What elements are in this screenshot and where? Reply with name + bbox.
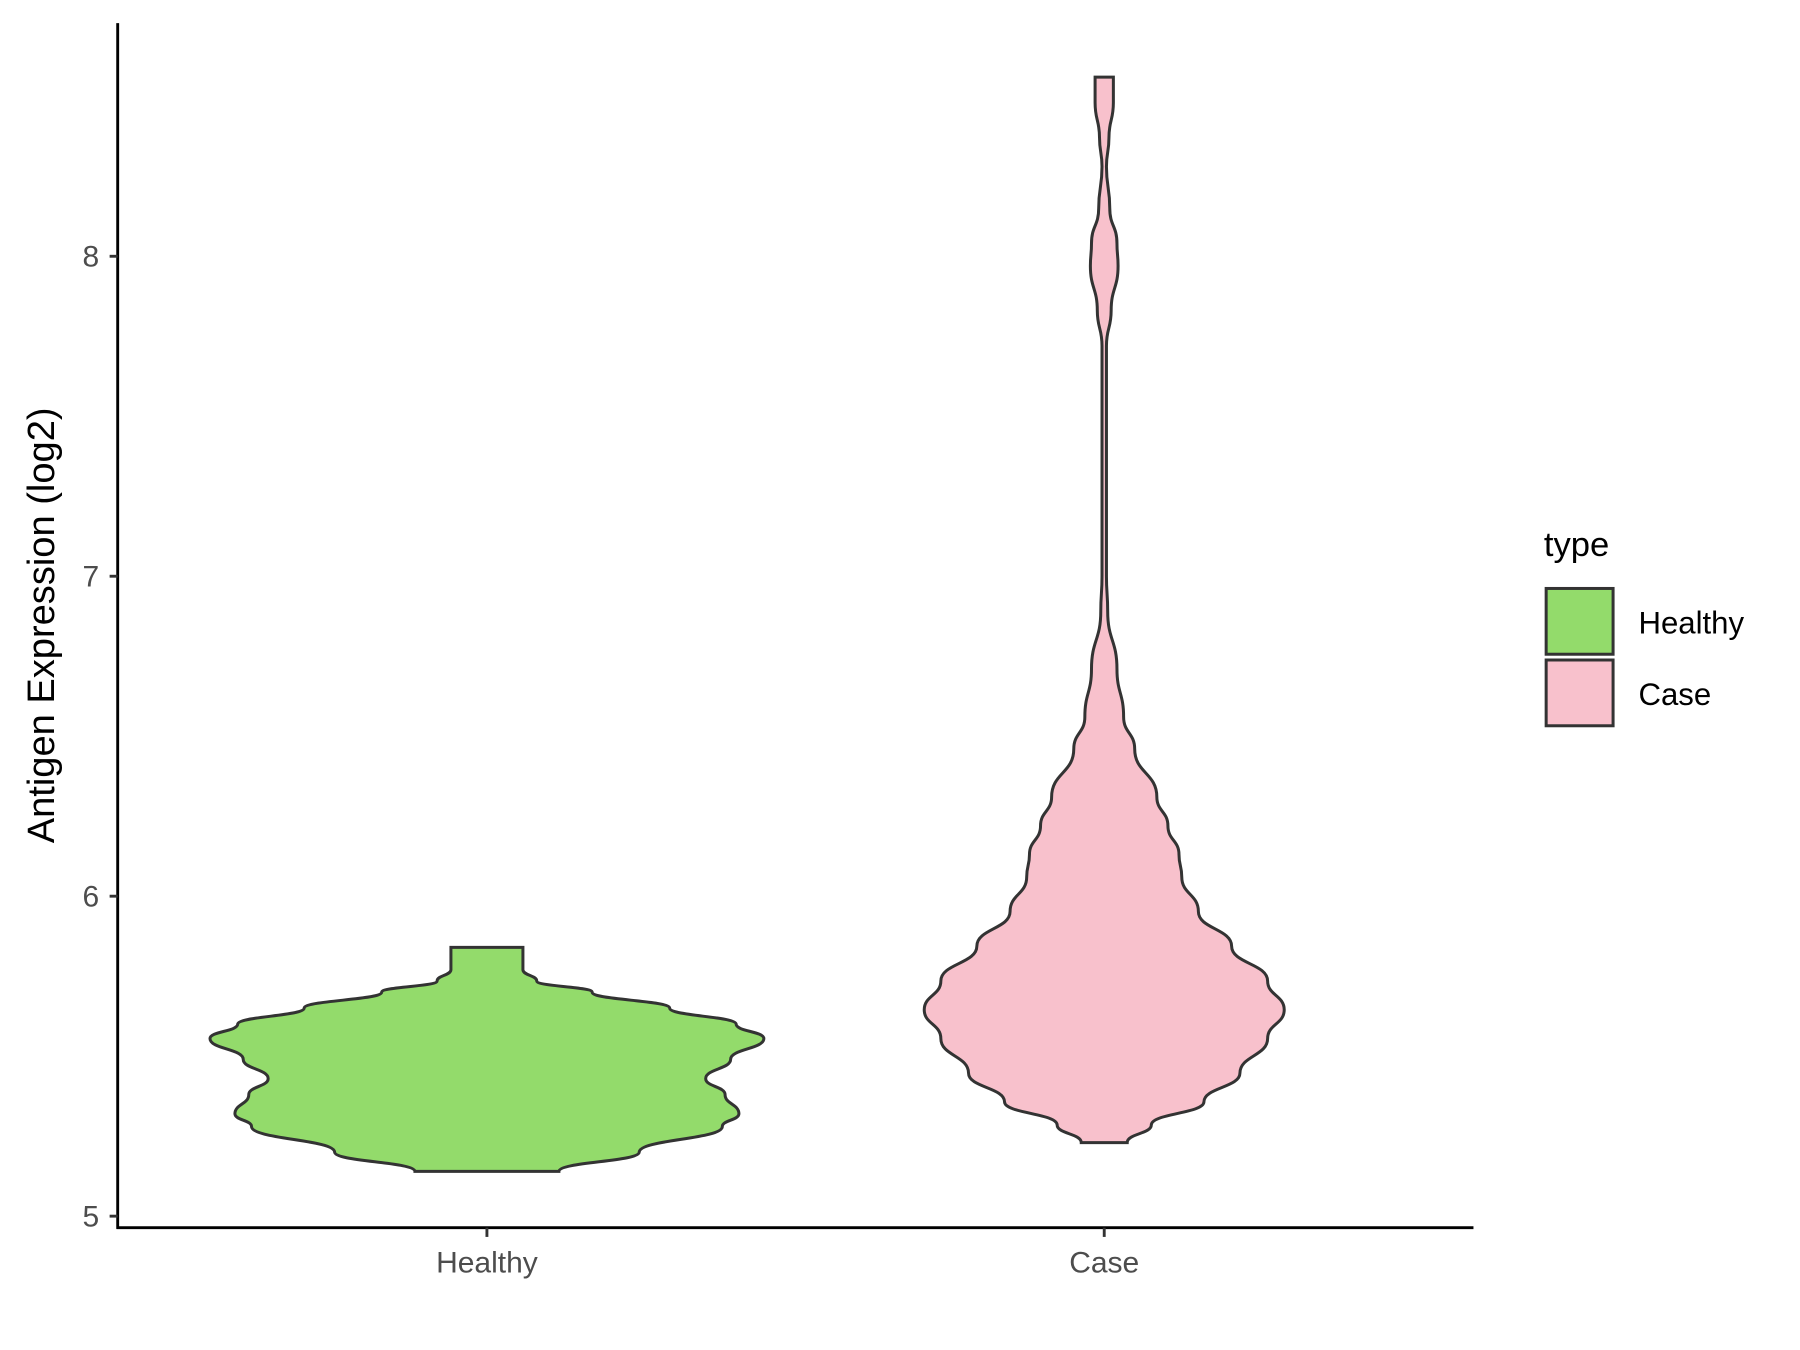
legend-key-healthy	[1544, 586, 1615, 656]
x-tick-label: Healthy	[436, 1247, 538, 1280]
legend: Healthy Case	[1544, 586, 1744, 728]
violin-case	[922, 75, 1286, 1145]
x-tick-label: Case	[1069, 1247, 1139, 1280]
violins	[208, 75, 1286, 1173]
y-tick-label: 5	[83, 1201, 100, 1234]
legend-label: Case	[1638, 677, 1711, 712]
x-ticks: Healthy Case	[436, 1227, 1139, 1280]
y-tick-label: 8	[83, 241, 100, 274]
legend-title: type	[1544, 526, 1609, 564]
y-tick-label: 6	[83, 881, 100, 914]
legend-key-case	[1544, 658, 1615, 728]
y-tick-label: 7	[83, 561, 100, 594]
legend-label: Healthy	[1638, 605, 1744, 640]
y-ticks: 5 6 7 8	[83, 241, 118, 1234]
y-axis-label: Antigen Expression (log2)	[21, 407, 63, 843]
violin-healthy	[208, 945, 766, 1173]
